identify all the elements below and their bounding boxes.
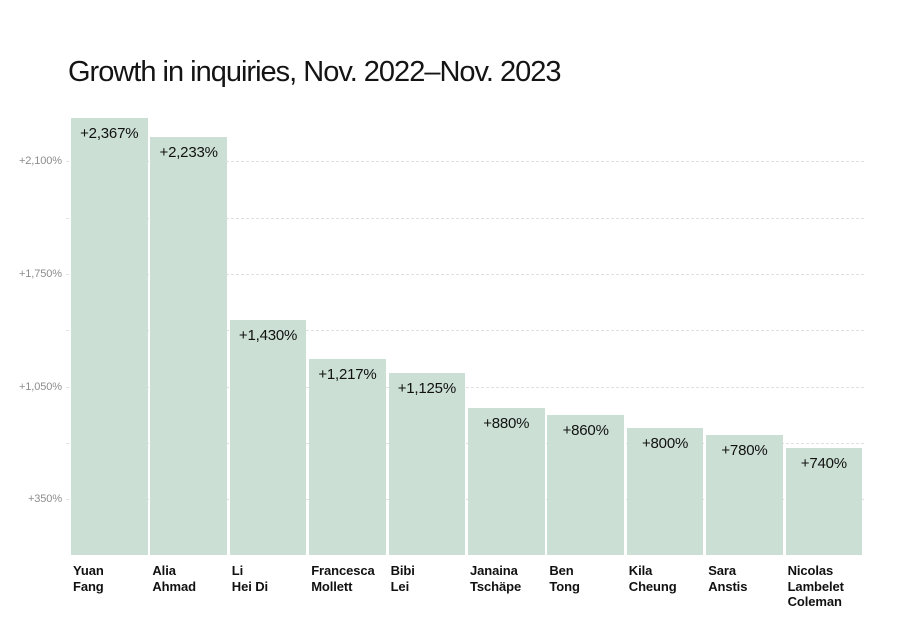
category-label-line: Sara xyxy=(708,563,736,578)
category-label-line: Francesca xyxy=(311,563,375,578)
category-label: Li Hei Di xyxy=(232,563,268,594)
category-label: Janaina Tschäpe xyxy=(470,563,521,594)
y-axis-tick-label: +1,050% xyxy=(18,381,62,393)
y-gridline xyxy=(66,161,864,162)
category-label: Alia Ahmad xyxy=(152,563,196,594)
category-label: Yuan Fang xyxy=(73,563,104,594)
bar-value-label: +860% xyxy=(562,422,609,439)
y-axis-tick-label: +2,100% xyxy=(18,155,62,167)
category-label-line: Anstis xyxy=(708,578,748,594)
category-label-line: Ahmad xyxy=(152,578,196,594)
y-axis-tick-label: +350% xyxy=(27,493,62,505)
bar-value-label: +800% xyxy=(641,435,689,452)
bar: +2,367% xyxy=(71,118,148,555)
bar: +800% xyxy=(626,428,704,555)
category-label-line: Bibi xyxy=(390,563,415,578)
category-label-line: Mollett xyxy=(311,578,353,594)
category-label-line: Coleman xyxy=(787,594,842,609)
category-label: Kila Cheung xyxy=(629,563,677,594)
category-label-line: Yuan xyxy=(73,563,104,578)
bar: +880% xyxy=(468,408,545,555)
y-gridline xyxy=(66,330,864,331)
category-label: Francesca Mollett xyxy=(311,563,375,594)
category-label-line: Alia xyxy=(152,563,176,578)
bar: +1,430% xyxy=(229,320,307,555)
bar: +1,217% xyxy=(309,359,386,555)
category-label-line: Li xyxy=(231,563,244,578)
category-label-line: Tong xyxy=(549,578,580,594)
bar: +2,233% xyxy=(150,137,227,555)
bar-value-label: +1,125% xyxy=(397,380,456,397)
bar-value-label: +740% xyxy=(800,455,847,472)
category-label-line: Ben xyxy=(549,563,574,578)
bar-value-label: +1,430% xyxy=(238,327,298,344)
category-label-line: Tschäpe xyxy=(470,578,522,594)
bar-value-label: +2,367% xyxy=(80,125,139,142)
category-label-line: Janaina xyxy=(470,563,518,578)
bar: +860% xyxy=(547,415,624,555)
bar: +740% xyxy=(785,448,863,555)
category-label: Sara Anstis xyxy=(708,563,747,594)
category-label-line: Cheung xyxy=(628,578,677,594)
y-axis-tick-label: +1,750% xyxy=(18,268,62,280)
category-label-line: Lei xyxy=(390,578,410,594)
bar: +780% xyxy=(706,435,783,555)
category-label-line: Nicolas xyxy=(787,563,834,578)
bar-value-label: +880% xyxy=(483,415,530,432)
category-label-line: Lambelet xyxy=(787,578,844,594)
y-gridline xyxy=(66,218,864,219)
y-gridline xyxy=(66,274,864,275)
bar-value-label: +1,217% xyxy=(318,366,377,383)
category-label-line: Kila xyxy=(628,563,653,578)
bar: +1,125% xyxy=(388,373,466,555)
category-label: Nicolas Lambelet Coleman xyxy=(788,563,844,610)
category-label: Ben Tong xyxy=(549,563,580,594)
bar-value-label: +780% xyxy=(721,442,768,459)
category-label: Bibi Lei xyxy=(391,563,415,594)
category-label-line: Hei Di xyxy=(231,578,269,594)
category-label-line: Fang xyxy=(73,578,104,594)
chart-title: Growth in inquiries, Nov. 2022–Nov. 2023 xyxy=(68,56,561,88)
bar-value-label: +2,233% xyxy=(159,144,218,161)
